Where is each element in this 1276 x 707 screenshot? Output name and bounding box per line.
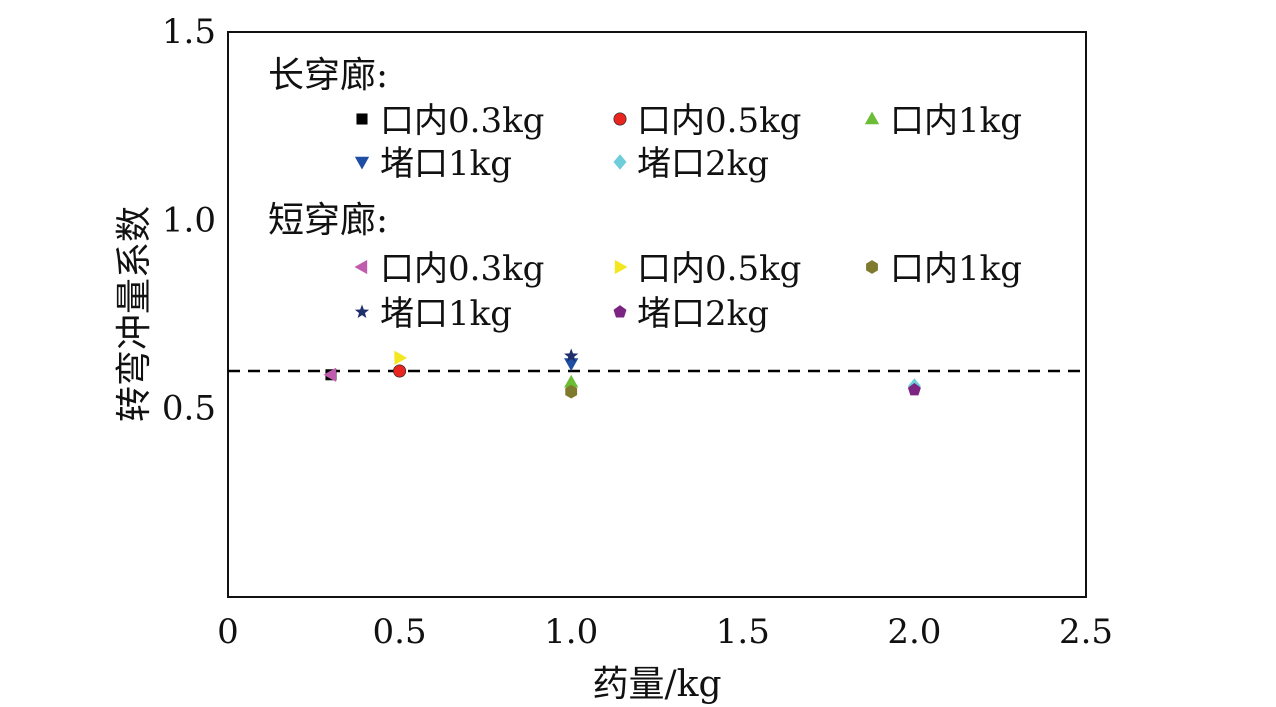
plot-frame	[227, 31, 1087, 598]
x-tick-label: 0.5	[373, 612, 427, 652]
axis-ticks: 0 0.5 1.0 1.5 2.0 2.5 0.5 1.0 1.5	[162, 12, 1113, 652]
legend-marker	[614, 259, 628, 275]
data-point	[565, 384, 578, 399]
legend: 长穿廊: 口内0.3kg 口内0.5kg 口内1kg 堵口1kg 堵口2kg 短穿廊: 口内0…	[268, 55, 1022, 334]
x-tick-label: 2.0	[887, 612, 941, 652]
legend-group-title: 短穿廊:	[268, 200, 388, 241]
data-point	[564, 348, 579, 362]
legend-entry: 口内0.5kg	[637, 249, 801, 289]
legend-marker	[354, 304, 370, 319]
legend-group-title: 长穿廊:	[268, 55, 388, 96]
legend-marker	[864, 111, 880, 125]
data-point	[393, 364, 407, 378]
y-axis-title: 转弯冲量系数	[114, 206, 155, 422]
legend-entry: 口内0.3kg	[380, 101, 544, 141]
y-tick-label: 1.5	[162, 12, 216, 52]
x-tick-label: 2.5	[1059, 612, 1113, 652]
legend-marker	[356, 113, 368, 125]
x-tick-label: 0	[217, 612, 239, 652]
legend-entry: 堵口1kg	[380, 144, 512, 184]
legend-entry: 堵口2kg	[637, 294, 769, 334]
data-points	[323, 348, 921, 399]
legend-entry: 口内0.3kg	[380, 249, 544, 289]
legend-entry: 口内0.5kg	[637, 101, 801, 141]
data-point	[907, 383, 921, 396]
legend-marker	[613, 112, 627, 126]
data-point	[564, 358, 579, 371]
x-tick-label: 1.0	[544, 612, 598, 652]
legend-marker	[354, 156, 370, 170]
y-tick-label: 0.5	[162, 389, 216, 429]
y-tick-label: 1.0	[162, 200, 216, 240]
data-point	[394, 350, 408, 365]
data-point	[564, 374, 579, 388]
legend-marker	[354, 259, 368, 275]
legend-marker	[613, 154, 627, 170]
x-tick-label: 1.5	[716, 612, 770, 652]
legend-entry: 堵口1kg	[380, 294, 512, 334]
data-point	[323, 367, 337, 382]
legend-entry: 堵口2kg	[637, 144, 769, 184]
legend-marker	[866, 260, 878, 274]
x-axis-title: 药量/kg	[593, 664, 722, 705]
legend-marker	[613, 305, 627, 318]
legend-entry: 口内1kg	[890, 249, 1022, 289]
legend-entry: 口内1kg	[890, 101, 1022, 141]
